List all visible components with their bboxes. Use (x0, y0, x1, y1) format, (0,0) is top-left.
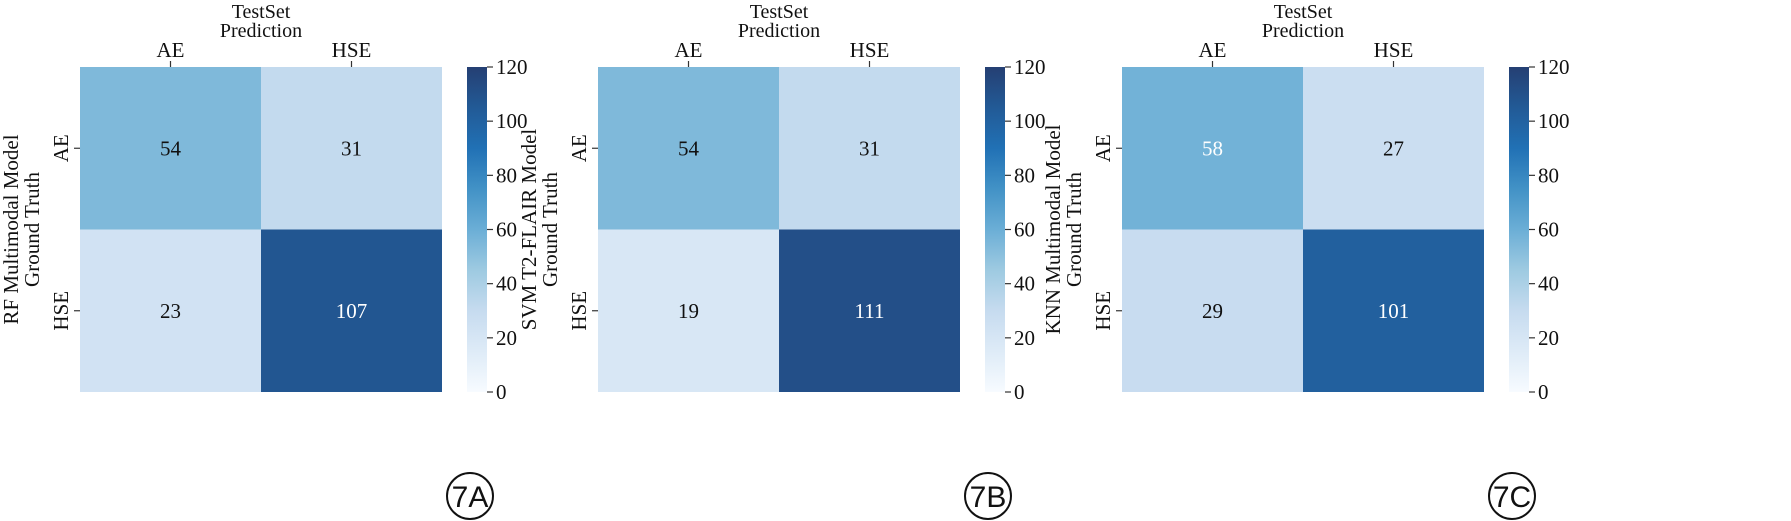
panel-label-circle (1488, 472, 1536, 520)
x-axis-label: Prediction (1262, 20, 1344, 42)
x-tick-label: HSE (332, 38, 372, 62)
y-tick-label: AE (1091, 134, 1115, 162)
colorbar-tick-label: 40 (496, 272, 517, 296)
colorbar-tick-label: 80 (1014, 163, 1035, 187)
x-tick-label: AE (675, 38, 703, 62)
x-tick-label: AE (157, 38, 185, 62)
colorbar-tick-label: 100 (1538, 109, 1570, 133)
y-tick-label: AE (567, 134, 591, 162)
colorbar-tick-label: 20 (1538, 326, 1559, 350)
colorbar-tick-label: 60 (1538, 218, 1559, 242)
cell-value-label: 29 (1202, 299, 1223, 323)
colorbar (985, 67, 1005, 392)
panel-label: 7A (452, 481, 489, 514)
x-tick-label: HSE (1374, 38, 1414, 62)
colorbar-tick-label: 120 (1538, 55, 1570, 79)
colorbar-tick-label: 120 (1014, 55, 1046, 79)
cell-value-label: 19 (678, 299, 699, 323)
cell-value-label: 107 (336, 299, 368, 323)
colorbar-tick-label: 100 (1014, 109, 1046, 133)
heatmap-cell (261, 67, 442, 230)
colorbar-tick-label: 0 (1538, 380, 1549, 404)
y-tick-label: HSE (49, 291, 73, 331)
colorbar-tick-label: 20 (1014, 326, 1035, 350)
colorbar (1509, 67, 1529, 392)
colorbar-tick-label: 40 (1014, 272, 1035, 296)
y-axis-label-model: KNN Multimodal Model (1041, 124, 1065, 334)
heatmap-cell (1303, 229, 1484, 392)
cell-value-label: 31 (859, 136, 880, 160)
cell-value-label: 31 (341, 136, 362, 160)
cell-value-label: 101 (1378, 299, 1410, 323)
cell-value-label: 54 (160, 136, 182, 160)
x-tick-label: AE (1199, 38, 1227, 62)
heatmap-cell (1303, 67, 1484, 230)
heatmap-cell (1122, 67, 1303, 230)
chart-title: TestSet (750, 1, 809, 23)
colorbar (467, 67, 487, 392)
chart-title: TestSet (1274, 1, 1333, 23)
cell-value-label: 111 (855, 299, 885, 323)
y-tick-label: AE (49, 134, 73, 162)
x-tick-label: HSE (850, 38, 890, 62)
heatmap-cell (80, 229, 261, 392)
cell-value-label: 27 (1383, 136, 1404, 160)
panel-label: 7B (970, 481, 1007, 514)
colorbar-tick-label: 60 (496, 218, 517, 242)
y-axis-label: Ground Truth (20, 172, 44, 287)
cell-value-label: 54 (678, 136, 700, 160)
colorbar-tick-label: 20 (496, 326, 517, 350)
panel-label-circle (446, 472, 494, 520)
panel-label: 7C (1493, 481, 1531, 514)
y-tick-label: HSE (1091, 291, 1115, 331)
x-axis-label: Prediction (220, 20, 302, 42)
x-axis-label: Prediction (738, 20, 820, 42)
y-axis-label-model: RF Multimodal Model (0, 134, 23, 324)
colorbar-tick-label: 80 (496, 163, 517, 187)
heatmap-cell (779, 229, 960, 392)
heatmap-cell (598, 67, 779, 230)
y-axis-label: Ground Truth (1062, 172, 1086, 287)
cell-value-label: 58 (1202, 136, 1223, 160)
colorbar-tick-label: 100 (496, 109, 528, 133)
colorbar-tick-label: 40 (1538, 272, 1559, 296)
heatmap-cell (261, 229, 442, 392)
heatmap-cell (779, 67, 960, 230)
heatmap-cell (80, 67, 261, 230)
heatmap-cell (1122, 229, 1303, 392)
heatmap-cell (598, 229, 779, 392)
colorbar-tick-label: 120 (496, 55, 528, 79)
y-tick-label: HSE (567, 291, 591, 331)
colorbar-tick-label: 0 (1014, 380, 1025, 404)
y-axis-label-model: SVM T2-FLAIR Model (517, 129, 541, 331)
cell-value-label: 23 (160, 299, 181, 323)
colorbar-tick-label: 0 (496, 380, 507, 404)
colorbar-tick-label: 80 (1538, 163, 1559, 187)
colorbar-tick-label: 60 (1014, 218, 1035, 242)
chart-title: TestSet (232, 1, 291, 23)
panel-label-circle (964, 472, 1012, 520)
y-axis-label: Ground Truth (538, 172, 562, 287)
